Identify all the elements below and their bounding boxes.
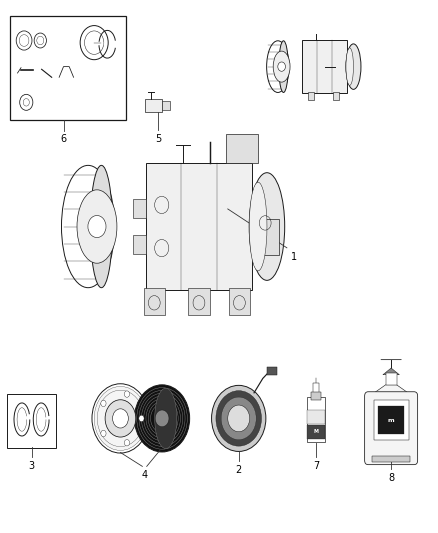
Bar — [313, 383, 319, 394]
Bar — [307, 410, 325, 424]
Bar — [133, 199, 146, 218]
Text: M: M — [314, 429, 319, 434]
Circle shape — [124, 440, 130, 446]
Bar — [311, 392, 321, 400]
Circle shape — [139, 415, 144, 422]
Bar — [378, 406, 404, 434]
Circle shape — [101, 430, 106, 437]
Circle shape — [88, 215, 106, 238]
Circle shape — [212, 385, 266, 451]
FancyBboxPatch shape — [364, 392, 417, 465]
Text: 6: 6 — [60, 134, 67, 144]
Bar — [146, 163, 252, 290]
Bar — [226, 134, 258, 163]
Text: 2: 2 — [236, 465, 242, 475]
Polygon shape — [368, 385, 414, 397]
Ellipse shape — [346, 48, 353, 85]
Text: m: m — [388, 417, 395, 423]
Bar — [188, 288, 210, 315]
Bar — [385, 373, 397, 385]
Circle shape — [221, 397, 256, 440]
Text: 4: 4 — [141, 470, 148, 480]
Bar — [7, 394, 56, 448]
Bar — [374, 400, 409, 440]
Polygon shape — [383, 368, 399, 375]
Text: 1: 1 — [291, 252, 297, 262]
Bar — [144, 288, 165, 315]
Text: 8: 8 — [388, 473, 394, 483]
Ellipse shape — [61, 165, 115, 288]
Circle shape — [94, 386, 147, 450]
Bar — [10, 16, 126, 120]
Ellipse shape — [249, 182, 267, 271]
Bar — [302, 40, 347, 93]
Bar — [133, 235, 146, 254]
Bar — [307, 425, 325, 439]
Ellipse shape — [90, 165, 113, 288]
Circle shape — [124, 391, 130, 397]
Circle shape — [278, 62, 286, 71]
Bar — [372, 456, 410, 462]
Bar — [162, 101, 170, 110]
Text: 5: 5 — [155, 134, 162, 144]
Bar — [333, 92, 339, 100]
Ellipse shape — [346, 44, 361, 90]
Circle shape — [101, 400, 106, 407]
Bar — [308, 92, 314, 100]
Bar — [145, 99, 162, 112]
Ellipse shape — [77, 190, 117, 263]
Ellipse shape — [279, 41, 288, 92]
Circle shape — [134, 385, 190, 452]
Bar — [267, 367, 277, 375]
Circle shape — [228, 405, 250, 432]
Text: 3: 3 — [28, 461, 35, 471]
Bar — [229, 288, 250, 315]
Text: 7: 7 — [313, 461, 319, 471]
Circle shape — [105, 400, 136, 437]
Bar — [307, 397, 325, 442]
Circle shape — [155, 410, 169, 427]
Ellipse shape — [273, 51, 290, 82]
Circle shape — [216, 391, 261, 446]
Ellipse shape — [249, 173, 285, 280]
Ellipse shape — [155, 388, 177, 449]
Bar — [252, 220, 279, 255]
Circle shape — [113, 409, 128, 428]
Ellipse shape — [267, 41, 289, 92]
